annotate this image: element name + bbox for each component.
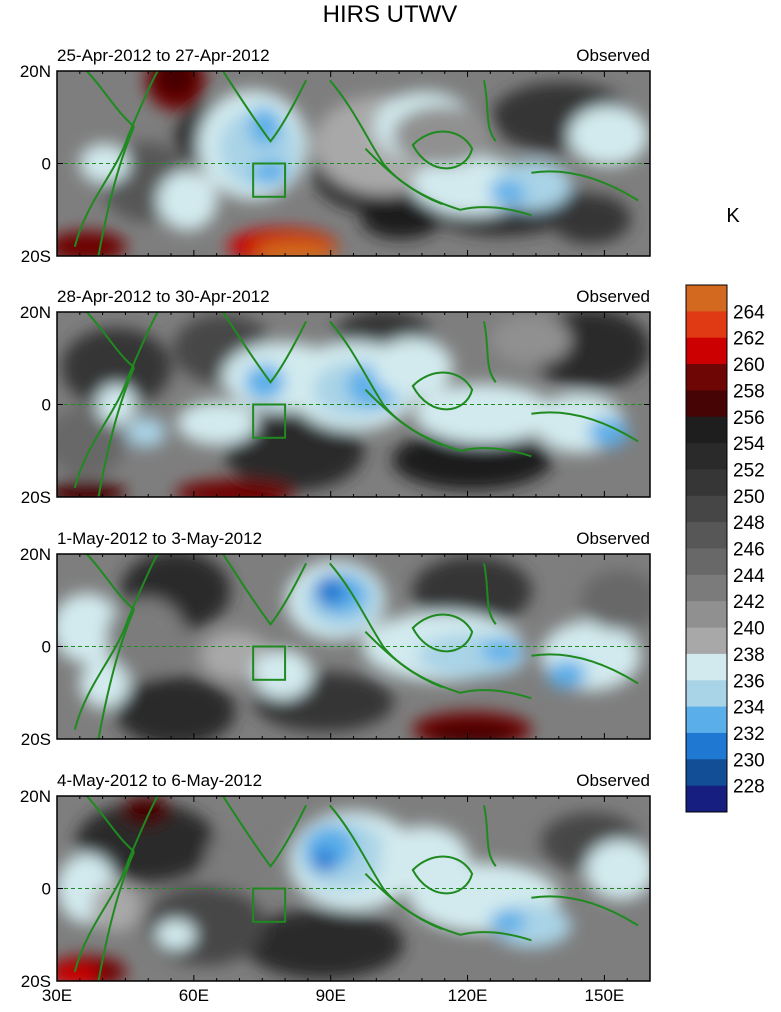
region-box	[252, 403, 287, 439]
colorbar-box	[686, 311, 727, 339]
region-box	[252, 887, 287, 923]
colorbar-label: 264	[733, 302, 765, 323]
tick-marks	[56, 70, 651, 257]
panel-period: 28-Apr-2012 to 30-Apr-2012	[57, 287, 270, 306]
lon-label: 60E	[179, 986, 209, 1005]
map-panel: 20N 0 20S 25-Apr-2012 to 27-Apr-2012 Observe…	[20, 46, 651, 266]
panel-period: 25-Apr-2012 to 27-Apr-2012	[57, 46, 270, 65]
panel-period: 1-May-2012 to 3-May-2012	[57, 529, 262, 548]
lat-label: 20N	[20, 545, 51, 564]
colorbar-label: 230	[733, 750, 765, 771]
colorbar-box	[686, 495, 727, 523]
region-box	[252, 645, 287, 681]
colorbar-box	[686, 548, 727, 576]
colorbar-label: 250	[733, 487, 765, 508]
lon-label: 30E	[42, 986, 72, 1005]
colorbar-label: 246	[733, 540, 765, 561]
colorbar-label: 228	[733, 777, 765, 798]
lat-label: 0	[42, 396, 51, 415]
colorbar-label: 258	[733, 381, 765, 402]
colorbar-label: 240	[733, 619, 765, 640]
colorbar-label: 242	[733, 592, 765, 613]
colorbar-box	[686, 574, 727, 602]
colorbar-box	[686, 469, 727, 497]
field-shading	[57, 312, 650, 497]
colorbar-label: 248	[733, 513, 765, 534]
panel-label: Observed	[576, 46, 650, 65]
colorbar-box	[686, 732, 727, 760]
colorbar-box	[686, 706, 727, 734]
coastlines	[73, 796, 639, 981]
field-shading	[57, 796, 650, 981]
panel-label: Observed	[576, 771, 650, 790]
colorbar-label: 252	[733, 460, 765, 481]
lat-label: 0	[42, 880, 51, 899]
colorbar-box	[686, 627, 727, 655]
colorbar-box	[686, 759, 727, 787]
coastlines	[73, 312, 639, 497]
map-panel: 20N 0 20S 28-Apr-2012 to 30-Apr-2012 Observe…	[20, 287, 651, 507]
colorbar-box	[686, 601, 727, 629]
longitude-axis: 30E 60E 90E 120E 150E	[42, 986, 624, 1005]
map-panel: 20N 0 20S 1-May-2012 to 3-May-2012 Observed	[20, 529, 651, 749]
units-label: K	[726, 205, 740, 227]
colorbar-box	[686, 680, 727, 708]
tick-marks	[56, 553, 651, 740]
colorbar-frame	[685, 284, 728, 813]
coastlines	[73, 71, 639, 256]
colorbar-box	[686, 390, 727, 418]
panel-period: 4-May-2012 to 6-May-2012	[57, 771, 262, 790]
colorbar-label: 262	[733, 329, 765, 350]
colorbar-box	[686, 653, 727, 681]
colorbar-box	[686, 337, 727, 365]
panel-label: Observed	[576, 287, 650, 306]
lat-label: 20S	[21, 972, 51, 991]
tick-marks	[56, 795, 651, 982]
colorbar-box	[686, 522, 727, 549]
lat-label: 20S	[21, 730, 51, 749]
colorbar-box	[686, 364, 727, 391]
lat-label: 20S	[21, 247, 51, 266]
colorbar-box	[686, 285, 727, 312]
map-panel: 20N 0 20S 4-May-2012 to 6-May-2012 Observed	[20, 771, 651, 991]
lat-label: 20N	[20, 62, 51, 81]
colorbar-label: 236	[733, 671, 765, 692]
field-shading	[57, 554, 650, 739]
lat-label: 20N	[20, 303, 51, 322]
map-panels: 20N 0 20S 25-Apr-2012 to 27-Apr-2012 Observe…	[20, 46, 651, 991]
colorbar-label: 260	[733, 355, 765, 376]
colorbar-label: 244	[733, 566, 765, 587]
figure-title: HIRS UTWV	[323, 1, 458, 28]
coastlines	[73, 554, 639, 739]
region-box	[252, 162, 287, 198]
lat-label: 0	[42, 638, 51, 657]
colorbar: 264 262 260 258 256 254 252 250 248 246 244 242 240 2…	[685, 284, 765, 813]
lat-label: 20N	[20, 787, 51, 806]
lon-label: 150E	[585, 986, 625, 1005]
colorbar-label: 254	[733, 434, 765, 455]
panel-label: Observed	[576, 529, 650, 548]
colorbar-label: 238	[733, 645, 765, 666]
colorbar-label: 256	[733, 408, 765, 429]
colorbar-label: 232	[733, 724, 765, 745]
field-shading	[57, 71, 650, 256]
lon-label: 120E	[448, 986, 488, 1005]
lat-label: 0	[42, 155, 51, 174]
colorbar-box	[686, 416, 727, 444]
lon-label: 90E	[316, 986, 346, 1005]
tick-marks	[56, 311, 651, 498]
colorbar-label: 234	[733, 698, 765, 719]
colorbar-box	[686, 443, 727, 470]
colorbar-box	[686, 785, 727, 813]
lat-label: 20S	[21, 488, 51, 507]
